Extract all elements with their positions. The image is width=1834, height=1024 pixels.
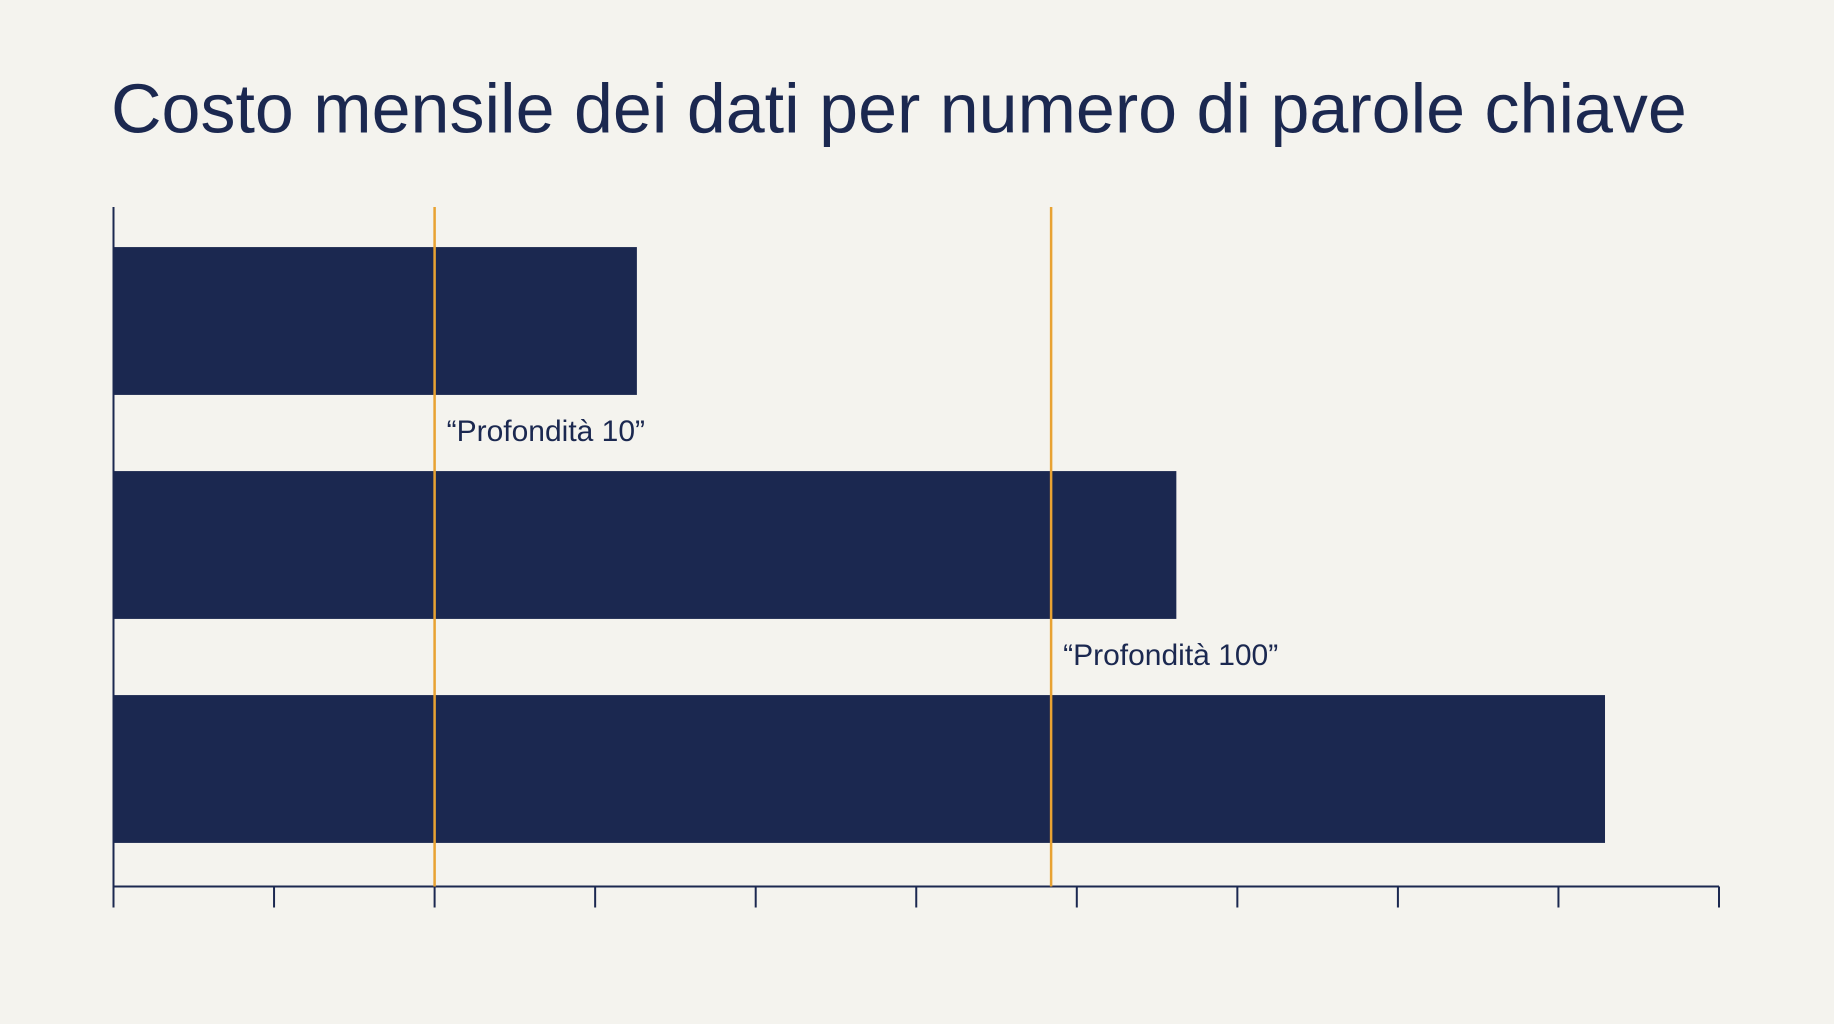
bar xyxy=(113,471,1177,619)
chart-title: Costo mensile dei dati per numero di par… xyxy=(111,69,1687,147)
annotation-label: “Profondità 100” xyxy=(1063,639,1278,672)
bar xyxy=(113,247,637,395)
annotation-label: “Profondità 10” xyxy=(447,415,645,448)
bar xyxy=(113,695,1606,843)
